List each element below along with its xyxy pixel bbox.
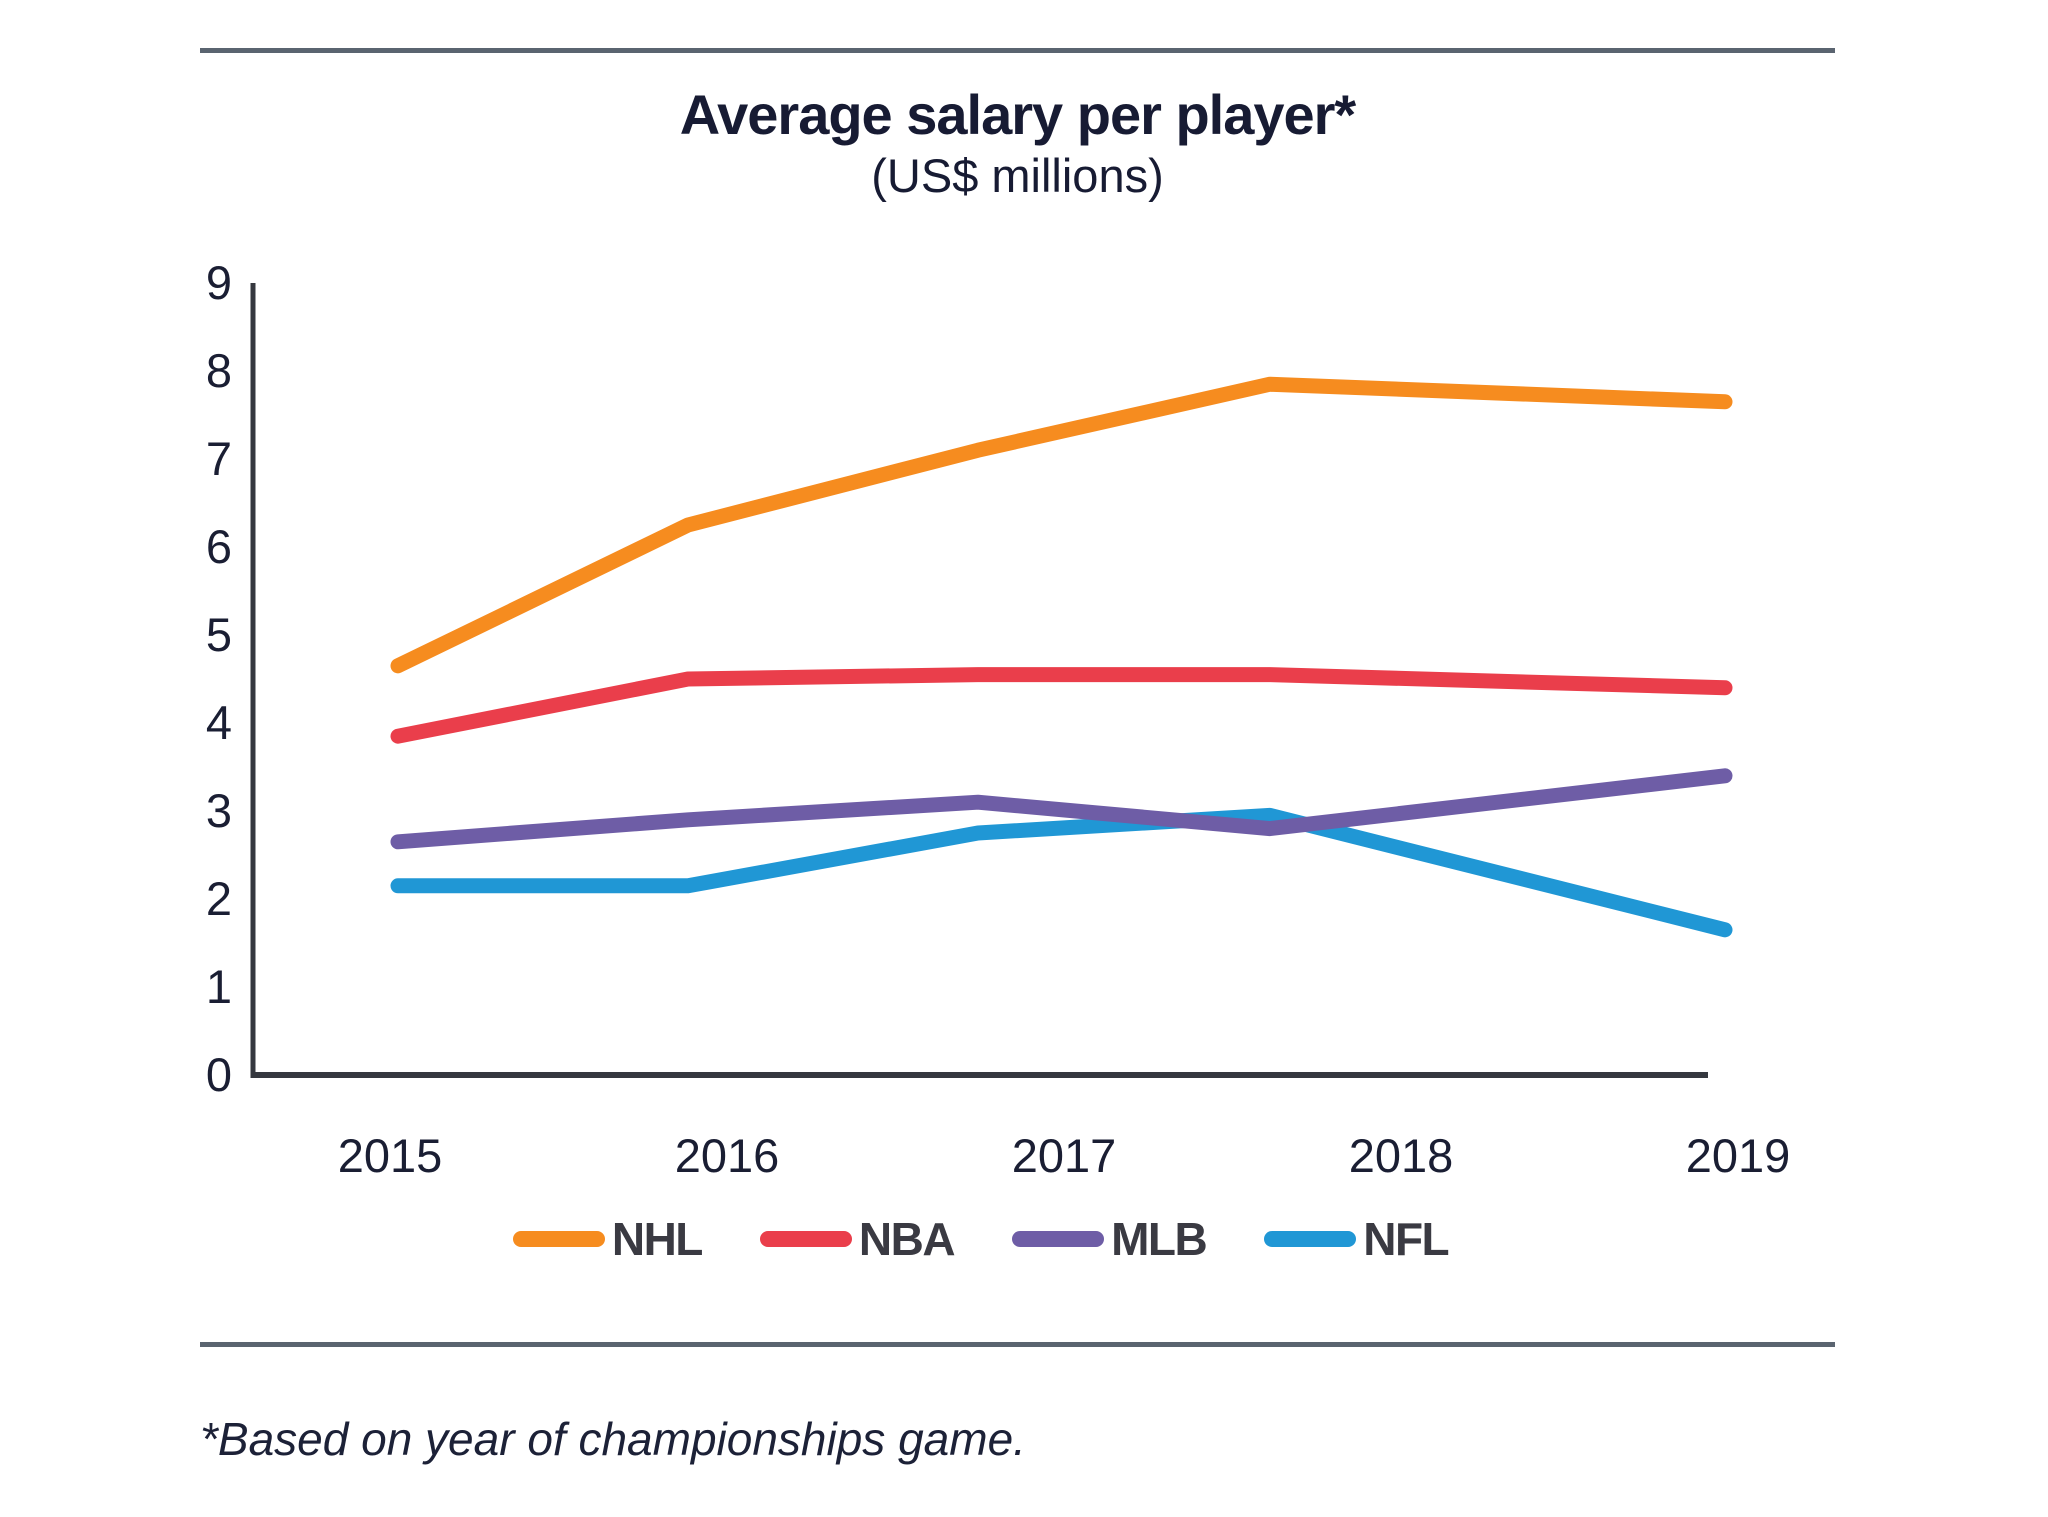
y-tick-label: 2 [206, 872, 232, 925]
x-tick-label: 2016 [675, 1129, 780, 1182]
series-line-nhl [390, 376, 1733, 674]
y-tick-label: 3 [206, 784, 232, 837]
legend-swatch-nhl [512, 1231, 605, 1247]
legend-label-nhl: NHL [611, 1213, 704, 1265]
top-divider [200, 48, 1835, 53]
legend-label-mlb: MLB [1111, 1213, 1208, 1265]
chart-title: Average salary per player* [679, 83, 1356, 146]
legend-item-nba: NBA [759, 1212, 956, 1266]
legend-swatch-mlb [1012, 1231, 1105, 1247]
series-line-nfl [390, 807, 1733, 938]
y-tick-label: 4 [206, 696, 232, 749]
legend-swatch-nba [759, 1231, 852, 1247]
y-tick-label: 7 [206, 432, 232, 485]
legend-label-nba: NBA [858, 1213, 956, 1265]
y-tick-label: 6 [206, 520, 232, 573]
x-tick-label: 2019 [1686, 1129, 1791, 1182]
series-line-mlb [390, 768, 1733, 850]
bottom-divider [200, 1342, 1835, 1347]
y-tick-label: 8 [206, 344, 232, 397]
legend-item-mlb: MLB [1012, 1212, 1208, 1266]
legend-item-nfl: NFL [1264, 1212, 1450, 1266]
series-line-nba [390, 667, 1733, 744]
chart-subtitle: (US$ millions) [871, 149, 1164, 202]
y-tick-label: 1 [206, 960, 232, 1013]
x-tick-label: 2018 [1349, 1129, 1454, 1182]
x-tick-label: 2017 [1012, 1129, 1117, 1182]
chart-legend: NHL NBA MLB NFL [253, 1212, 1708, 1266]
footnote: *Based on year of championships game. [200, 1413, 1026, 1465]
legend-label-nfl: NFL [1363, 1213, 1449, 1265]
y-tick-label: 5 [206, 608, 232, 661]
x-tick-label: 2015 [338, 1129, 443, 1182]
legend-item-nhl: NHL [512, 1212, 704, 1266]
legend-swatch-nfl [1264, 1231, 1357, 1247]
y-tick-label: 9 [206, 256, 232, 309]
y-tick-label: 0 [206, 1048, 232, 1101]
